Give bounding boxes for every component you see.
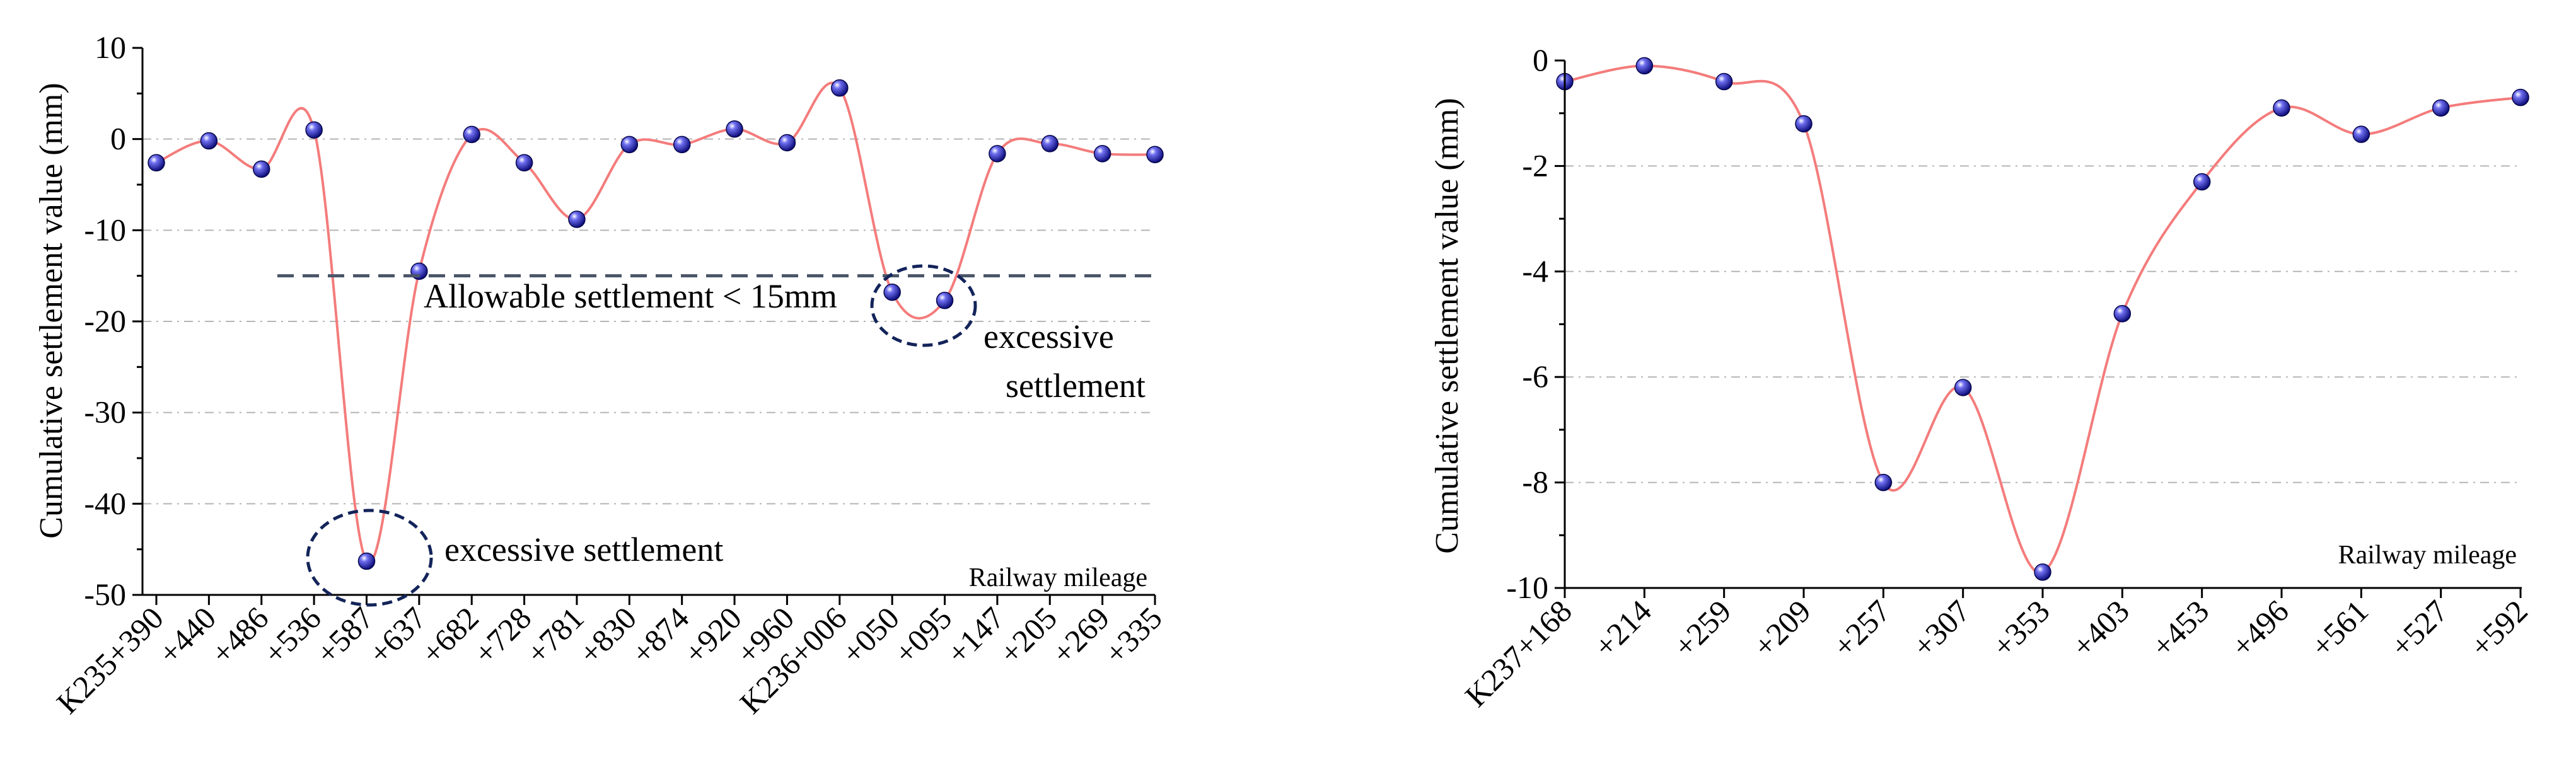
x-tick-label: +536 — [257, 600, 328, 671]
data-point — [1041, 135, 1059, 153]
data-point — [778, 134, 796, 152]
x-tick-label: +453 — [2145, 593, 2216, 664]
data-point — [2273, 99, 2290, 117]
x-tick-label: +527 — [2384, 593, 2455, 664]
y-tick-label: -20 — [84, 303, 126, 338]
right-grid — [1565, 165, 2522, 483]
left-series — [148, 79, 1164, 570]
data-point — [1874, 473, 1893, 492]
x-tick-label: +050 — [835, 600, 906, 671]
x-tick-label: +307 — [1906, 593, 1977, 664]
right-axes — [1564, 60, 2522, 589]
x-tick-label: +440 — [152, 600, 223, 671]
series-line — [156, 81, 1156, 564]
x-tick-label: K235+390 — [50, 600, 170, 720]
x-tick-label: +269 — [1045, 600, 1117, 671]
data-point — [568, 210, 586, 228]
excessive-ellipse-2 — [870, 264, 977, 347]
excessive-label-1: excessive settlement — [444, 531, 723, 568]
data-point — [726, 120, 743, 138]
data-point — [936, 291, 954, 309]
data-point — [620, 135, 639, 154]
data-point — [200, 132, 218, 150]
right-x-axis-corner-label: Railway mileage — [2338, 541, 2517, 570]
y-tick-label: -8 — [1522, 464, 1548, 500]
data-point — [831, 79, 849, 97]
data-point — [989, 145, 1006, 163]
chart-left: 100-10-20-30-40-50 K235+390+440+486+536+… — [33, 30, 1169, 720]
data-point — [2352, 125, 2370, 143]
y-tick-label: -10 — [1506, 570, 1548, 605]
x-tick-label: +353 — [1985, 593, 2057, 664]
left-y-ticks: 10 0 -10 -20 -30 -40 -50 — [84, 30, 142, 612]
y-tick-label: -2 — [1522, 147, 1548, 183]
x-tick-label: +205 — [992, 600, 1064, 671]
data-point — [2432, 99, 2450, 117]
right-series — [1556, 57, 2529, 581]
x-tick-label: +335 — [1098, 600, 1169, 671]
data-point — [2512, 88, 2529, 107]
x-tick-label: +486 — [204, 600, 276, 671]
right-y-axis-title: Cumulative settlement value (mm) — [1429, 98, 1465, 553]
excessive-label-2a: excessive — [983, 318, 1114, 355]
x-tick-label: +874 — [625, 600, 696, 671]
x-tick-label: +259 — [1667, 593, 1738, 664]
data-point — [1093, 145, 1111, 163]
data-point — [1954, 379, 1972, 396]
x-tick-label: +920 — [677, 600, 748, 671]
left-x-ticks: K235+390+440+486+536+587+637+682+728+781… — [50, 595, 1169, 720]
y-tick-label: -50 — [84, 577, 126, 612]
right-x-ticks: K237+168 +214 +259 +209 +257 +307 +353 +403 +453… — [1458, 588, 2534, 713]
excessive-ellipse-1 — [306, 509, 433, 607]
data-point — [673, 135, 691, 154]
data-point — [463, 125, 480, 144]
y-tick-label: 0 — [110, 121, 126, 156]
x-tick-label: +728 — [467, 600, 538, 671]
data-point — [148, 154, 165, 172]
x-tick-label: +587 — [310, 600, 381, 671]
data-point — [1715, 72, 1733, 91]
left-annotations: Allowable settlement < 15mm excessive se… — [277, 264, 1155, 607]
y-tick-label: -4 — [1522, 253, 1548, 289]
data-point — [252, 160, 270, 178]
excessive-label-2b: settlement — [1006, 367, 1146, 405]
data-point — [305, 121, 323, 139]
series-line — [1564, 64, 2521, 574]
x-tick-label: +561 — [2304, 593, 2376, 664]
x-tick-label: +403 — [2065, 593, 2137, 664]
x-tick-label: +781 — [519, 600, 591, 671]
y-tick-label: -10 — [84, 212, 126, 247]
y-tick-label: 10 — [95, 30, 126, 65]
y-tick-label: -30 — [84, 394, 126, 430]
data-point — [1635, 57, 1654, 75]
x-tick-label: +682 — [414, 600, 485, 671]
x-tick-label: +830 — [572, 600, 644, 671]
data-point — [357, 552, 376, 570]
x-tick-label: K237+168 — [1458, 593, 1579, 713]
right-y-ticks: 0 -2 -4 -6 -8 -10 — [1506, 42, 1565, 605]
data-point — [1795, 115, 1813, 133]
allowable-settlement-label: Allowable settlement < 15mm — [424, 277, 837, 315]
x-tick-label: +496 — [2224, 593, 2295, 664]
y-tick-label: -6 — [1522, 359, 1548, 394]
left-x-axis-corner-label: Railway mileage — [969, 563, 1147, 592]
x-tick-label: +592 — [2463, 593, 2534, 664]
y-tick-label: 0 — [1533, 42, 1548, 78]
x-tick-label: +257 — [1826, 593, 1898, 664]
data-point — [883, 283, 901, 301]
x-tick-label: +214 — [1587, 593, 1659, 664]
x-tick-label: +095 — [888, 600, 959, 671]
data-point — [515, 154, 533, 172]
x-tick-label: +637 — [362, 600, 433, 671]
data-point — [2113, 305, 2132, 323]
chart-right: 0 -2 -4 -6 -8 -10 K237+168 +214 +259 +209 +257 +30… — [1429, 42, 2534, 713]
data-point — [2193, 173, 2211, 191]
data-point — [1146, 146, 1164, 164]
left-y-axis-title: Cumulative settlement value (mm) — [33, 83, 69, 538]
x-tick-label: +209 — [1746, 593, 1818, 664]
data-point — [2034, 563, 2051, 581]
x-tick-label: +147 — [940, 600, 1011, 671]
y-tick-label: -40 — [84, 485, 126, 521]
